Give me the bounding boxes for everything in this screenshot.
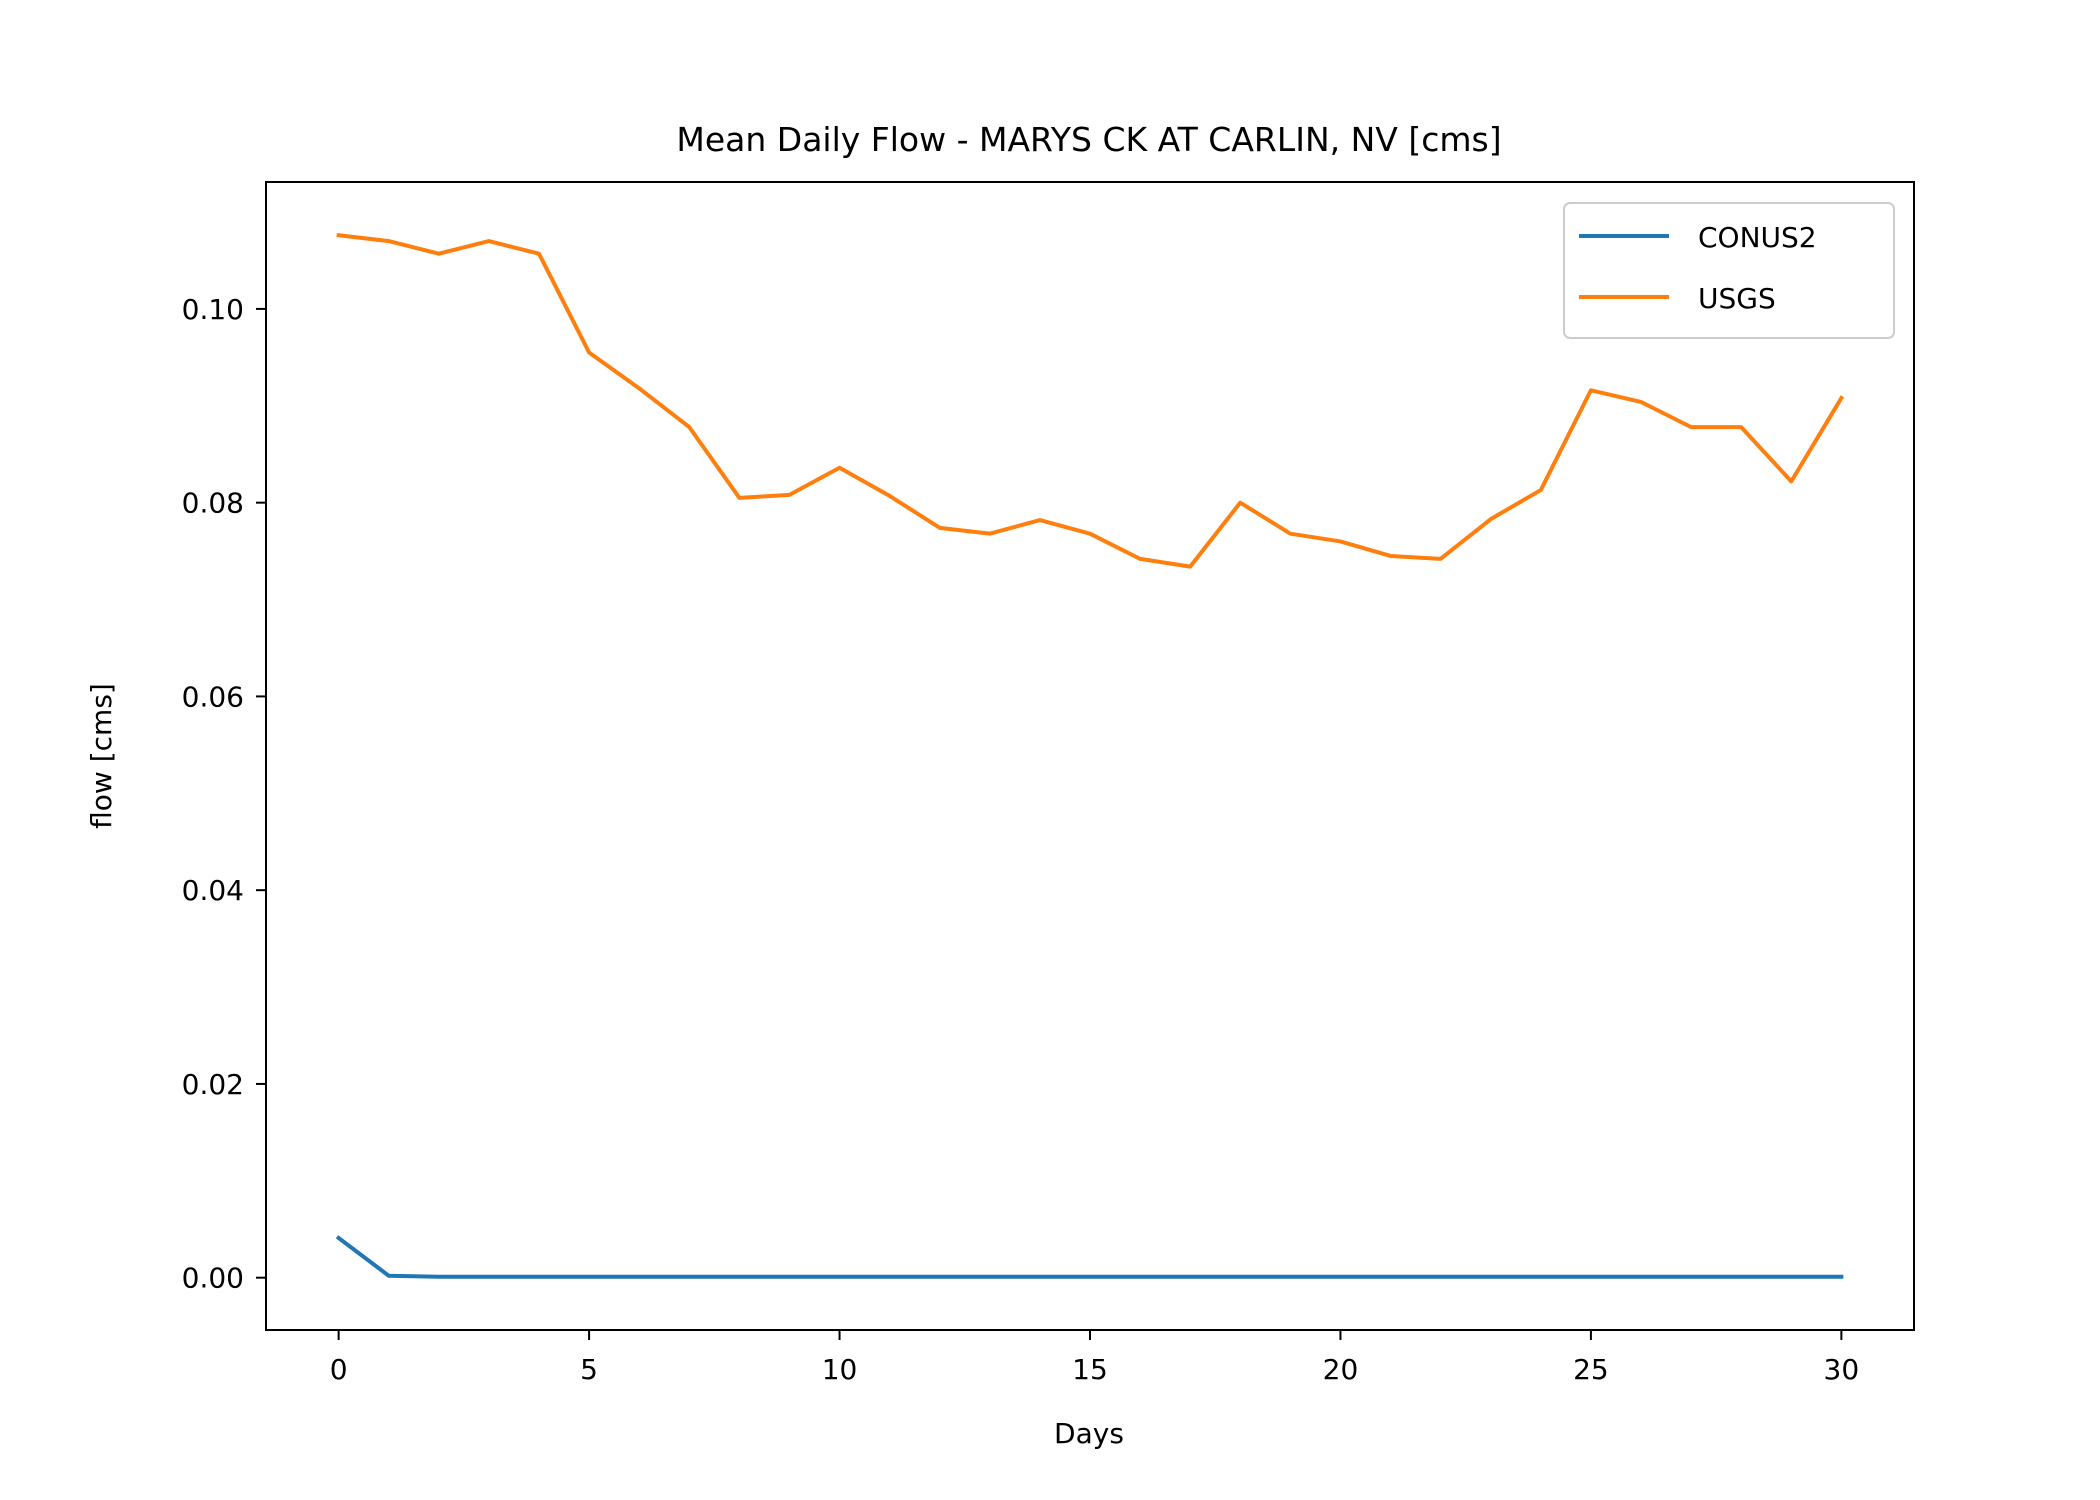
series-line-usgs: [336, 233, 1845, 569]
x-tick-label: 30: [1824, 1353, 1860, 1386]
y-tick-label: 0.04: [182, 874, 244, 907]
y-tick-label: 0.08: [182, 487, 244, 520]
chart-title: Mean Daily Flow - MARYS CK AT CARLIN, NV…: [676, 120, 1501, 159]
plot-content: [335, 233, 1845, 1279]
x-tick-label: 15: [1072, 1353, 1108, 1386]
legend-label-conus2: CONUS2: [1698, 221, 1817, 254]
legend-label-usgs: USGS: [1698, 282, 1776, 315]
x-tick-label: 25: [1573, 1353, 1609, 1386]
y-tick-label: 0.00: [182, 1262, 244, 1295]
y-tick-label: 0.02: [182, 1068, 244, 1101]
x-axis-label: Days: [1054, 1417, 1124, 1450]
x-tick-label: 20: [1323, 1353, 1359, 1386]
x-tick-label: 10: [822, 1353, 858, 1386]
legend: CONUS2 USGS: [1563, 202, 1895, 339]
x-tick-label: 5: [580, 1353, 598, 1386]
y-axis-label: flow [cms]: [85, 683, 118, 829]
y-axis: 0.00 0.02 0.04 0.06 0.08 0.10: [182, 293, 266, 1295]
x-axis: 0 5 10 15 20 25 30: [330, 1330, 1859, 1386]
x-tick-label: 0: [330, 1353, 348, 1386]
y-tick-label: 0.06: [182, 680, 244, 713]
y-tick-label: 0.10: [182, 293, 244, 326]
series-line-conus2: [335, 1235, 1844, 1279]
